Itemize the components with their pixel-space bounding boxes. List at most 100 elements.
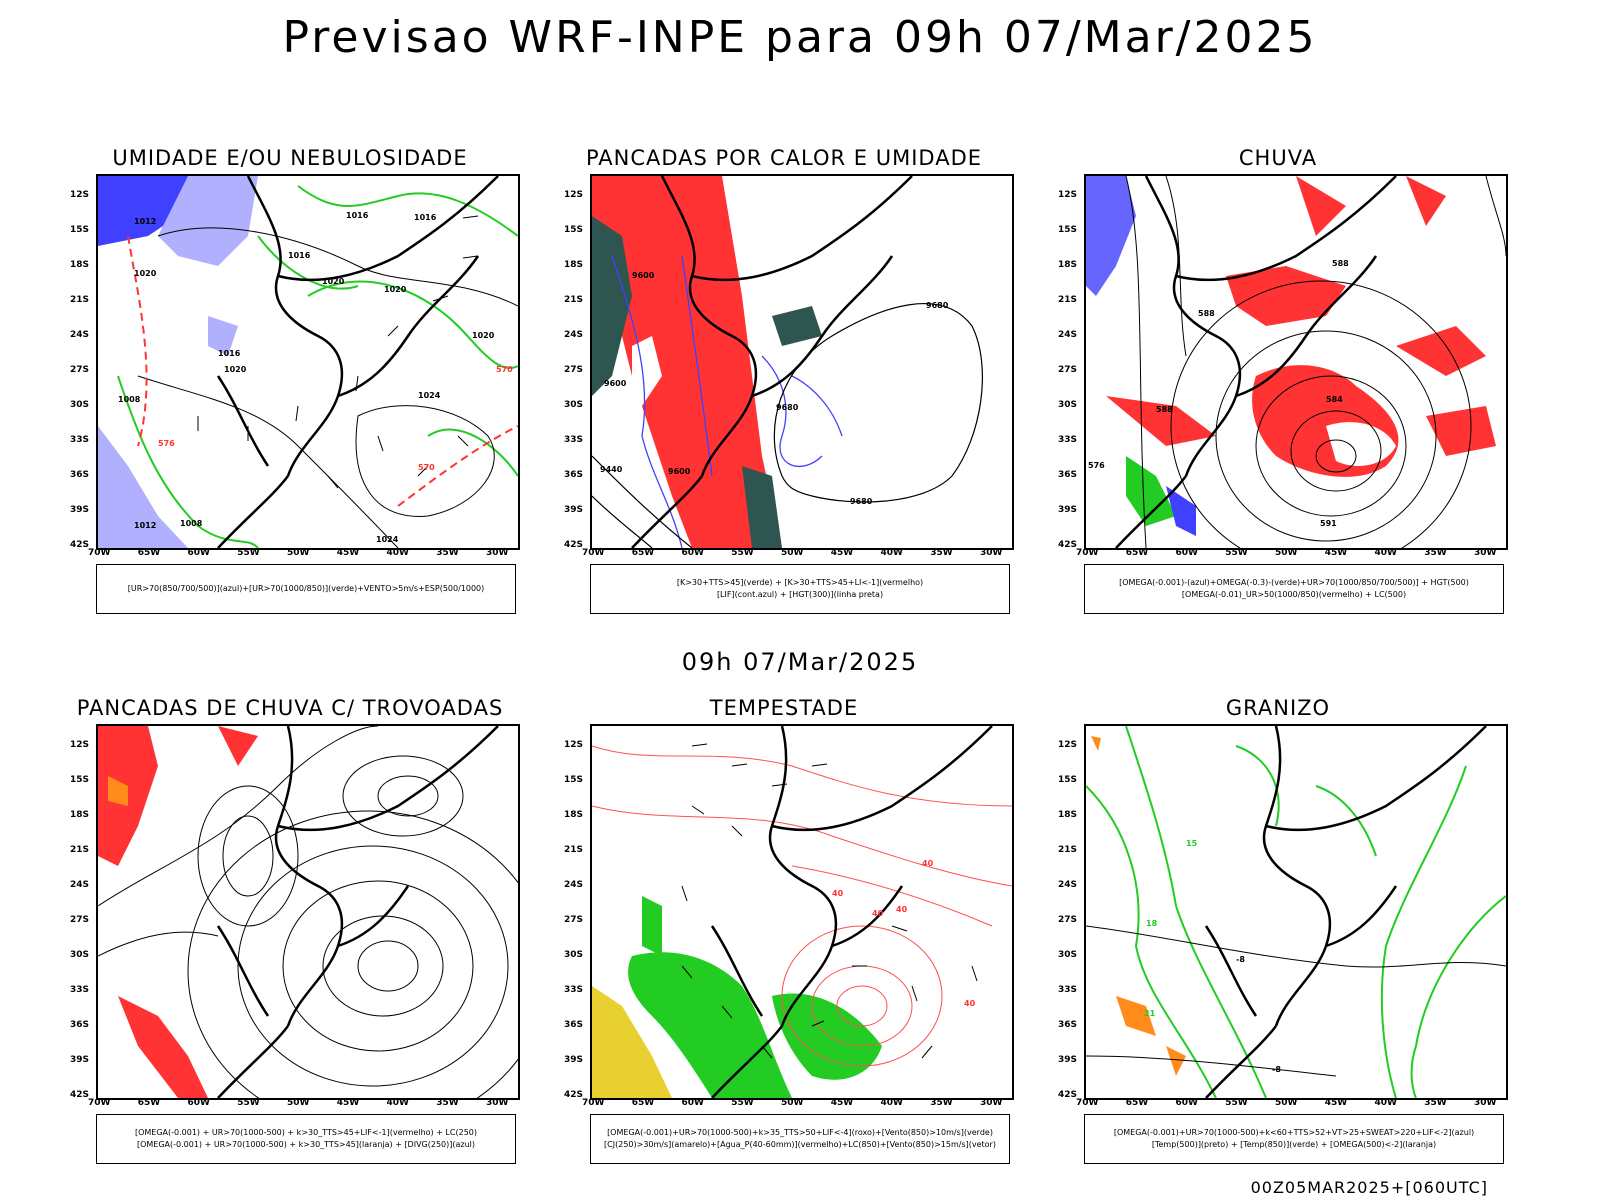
- lat-tick-label: 39S: [564, 1055, 584, 1065]
- lon-tick-label: 65W: [1125, 1098, 1149, 1108]
- lat-tick-label: 12S: [564, 740, 584, 750]
- lat-tick-label: 42S: [70, 540, 90, 550]
- lon-tick-label: 65W: [137, 1098, 161, 1108]
- light-blue-humidity-area: [158, 176, 258, 266]
- lat-tick-label: 36S: [564, 1020, 584, 1030]
- lon-tick-label: 65W: [1125, 548, 1149, 558]
- lon-tick-label: 55W: [237, 1098, 260, 1108]
- lat-tick-label: 15S: [1058, 775, 1078, 785]
- lat-tick-label: 33S: [564, 985, 584, 995]
- green-wind-area: [642, 896, 662, 956]
- lon-tick-label: 40W: [1374, 548, 1397, 558]
- lat-tick-label: 21S: [1058, 295, 1078, 305]
- lon-tick-label: 45W: [830, 1098, 854, 1108]
- lat-tick-label: 24S: [564, 330, 584, 340]
- map-canvas: 40 40 40 40 40: [592, 726, 1012, 1098]
- hgt-label: 576: [1088, 461, 1105, 470]
- lat-tick-label: 33S: [1058, 435, 1078, 445]
- lat-tick-label: 15S: [564, 225, 584, 235]
- teal-instability-area: [742, 466, 782, 548]
- lon-tick-label: 40W: [880, 1098, 903, 1108]
- lon-tick-label: 60W: [187, 1098, 210, 1108]
- lat-tick-label: 42S: [1058, 540, 1078, 550]
- temp500-contours: [1086, 925, 1506, 1077]
- lon-tick-label: 70W: [1076, 548, 1099, 558]
- red-rain-areas: [1106, 176, 1496, 477]
- hgt-label: 9440: [600, 465, 623, 474]
- lat-tick-label: 18S: [564, 810, 584, 820]
- lat-tick-label: 27S: [1058, 915, 1078, 925]
- panel-title: GRANIZO: [1225, 696, 1331, 720]
- lat-tick-label: 18S: [564, 260, 584, 270]
- lon-tick-label: 60W: [1175, 1098, 1198, 1108]
- lat-tick-label: 21S: [70, 295, 90, 305]
- lon-tick-label: 65W: [631, 1098, 655, 1108]
- green-wind-area: [772, 993, 882, 1080]
- borders: [1115, 176, 1397, 548]
- borders: [631, 176, 913, 548]
- lat-tick-label: 36S: [564, 470, 584, 480]
- teal-instability-area: [592, 216, 632, 396]
- temp-label: -8: [1272, 1065, 1281, 1074]
- lat-tick-label: 36S: [70, 1020, 90, 1030]
- lat-tick-label: 15S: [1058, 225, 1078, 235]
- lat-tick-label: 30S: [70, 950, 90, 960]
- lon-tick-label: 50W: [287, 548, 310, 558]
- lon-tick-label: 70W: [88, 1098, 111, 1108]
- lon-tick-label: 30W: [486, 1098, 509, 1108]
- hgt-label: 588: [1332, 259, 1349, 268]
- lon-tick-label: 40W: [386, 1098, 409, 1108]
- isobar-label: 1024: [418, 391, 441, 400]
- lat-tick-label: 27S: [564, 915, 584, 925]
- streamlines: [98, 726, 518, 1098]
- legend-line: [OMEGA(-0.001)+UR>70(1000-500)+k<60+TTS>…: [1113, 1128, 1475, 1137]
- lat-tick-label: 42S: [70, 1090, 90, 1100]
- lat-tick-label: 21S: [564, 295, 584, 305]
- lat-tick-label: 33S: [70, 985, 90, 995]
- panel-title: PANCADAS POR CALOR E UMIDADE: [585, 146, 983, 170]
- lon-tick-label: 50W: [287, 1098, 310, 1108]
- lat-tick-label: 24S: [70, 330, 90, 340]
- lat-tick-label: 15S: [70, 225, 90, 235]
- temp-label: 21: [1144, 1009, 1156, 1018]
- isobar-label: 1012: [134, 217, 156, 226]
- hgt-label: 588: [1198, 309, 1215, 318]
- map-canvas: 1012 1016 1016 1020 1020 1016 1020 1020 …: [98, 176, 518, 548]
- green-wind-area: [628, 952, 792, 1098]
- lon-tick-label: 50W: [1275, 548, 1298, 558]
- lat-tick-label: 30S: [70, 400, 90, 410]
- hgt-label: 588: [1156, 405, 1173, 414]
- lon-tick-label: 45W: [1324, 1098, 1348, 1108]
- temp-label: -8: [1236, 955, 1245, 964]
- lon-tick-label: 55W: [1225, 1098, 1248, 1108]
- hgt-label: 9680: [926, 301, 949, 310]
- lat-tick-label: 24S: [1058, 880, 1078, 890]
- isobar-label: 1020: [322, 277, 345, 286]
- lon-tick-label: 55W: [731, 1098, 754, 1108]
- borders: [710, 726, 993, 1098]
- light-blue-humidity-area: [98, 426, 188, 548]
- lon-tick-label: 45W: [336, 548, 360, 558]
- lat-tick-label: 12S: [1058, 740, 1078, 750]
- blue-omega-area: [1086, 176, 1136, 296]
- legend-line: [OMEGA(-0.001)+UR>70(1000-500)+k>35_TTS>…: [607, 1128, 993, 1137]
- lon-tick-label: 35W: [930, 548, 953, 558]
- lat-tick-label: 24S: [1058, 330, 1078, 340]
- panel-trovoadas: PANCADAS DE CHUVA C/ TROVOADAS: [60, 696, 520, 1176]
- blue-humidity-area: [98, 176, 188, 246]
- lat-tick-label: 27S: [1058, 365, 1078, 375]
- pw-label: 40: [964, 999, 976, 1008]
- isobar-label: 1016: [218, 349, 241, 358]
- temp-label: 15: [1186, 839, 1198, 848]
- panel-pancadas-calor: PANCADAS POR CALOR E UMIDADE: [554, 146, 1014, 626]
- legend-line: [OMEGA(-0.001) + UR>70(1000-500) + k>30_…: [134, 1128, 478, 1137]
- lat-tick-label: 39S: [1058, 1055, 1078, 1065]
- lon-tick-label: 40W: [386, 548, 409, 558]
- map-granizo: -8 -8 15 18 21: [1084, 724, 1508, 1100]
- panel-chuva: CHUVA: [1048, 146, 1508, 626]
- lat-tick-label: 18S: [70, 810, 90, 820]
- panel-legend: [UR>70(850/700/500)](azul)+[UR>70(1000/8…: [96, 564, 516, 614]
- hgt-label: 9600: [604, 379, 627, 388]
- lon-tick-label: 45W: [1324, 548, 1348, 558]
- lat-tick-label: 36S: [1058, 470, 1078, 480]
